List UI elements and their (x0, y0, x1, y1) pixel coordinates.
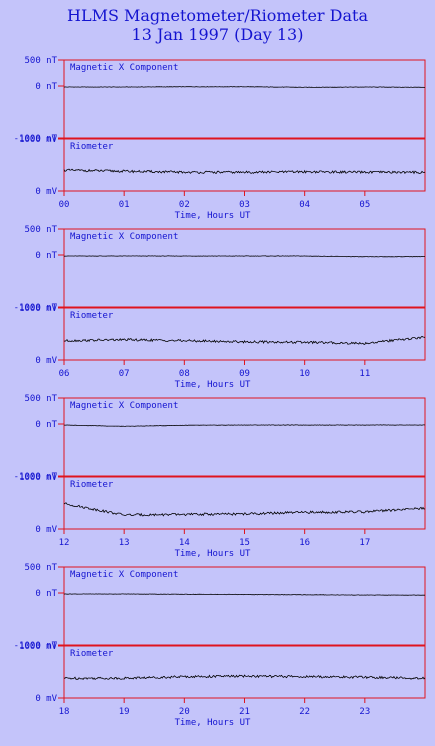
mag-y-tick-label: -1000 nT (14, 303, 58, 313)
x-tick-label: 04 (299, 200, 310, 210)
x-tick-label: 05 (359, 200, 370, 210)
x-tick-label: 19 (119, 707, 130, 717)
mag-y-tick-label: -1000 nT (14, 641, 58, 651)
rio-series-line (63, 168, 426, 175)
chart-subtitle: 13 Jan 1997 (Day 13) (131, 25, 304, 44)
x-tick-label: 01 (119, 200, 130, 210)
rio-y-tick-label: 0 mV (35, 694, 57, 704)
mag-y-tick-label: 0 nT (35, 420, 57, 430)
mag-y-tick-label: 500 nT (24, 225, 57, 235)
x-tick-label: 09 (239, 369, 250, 379)
x-tick-label: 23 (359, 707, 370, 717)
mag-panel-label: Magnetic X Component (70, 401, 178, 411)
rio-series-line (63, 335, 426, 345)
rio-panel-frame (63, 645, 426, 699)
x-tick-label: 13 (119, 538, 130, 548)
mag-series-line (63, 86, 425, 88)
x-tick-label: 00 (59, 200, 70, 210)
mag-panel-frame (63, 397, 426, 477)
rio-y-tick-label: 1000 mV (19, 135, 58, 145)
rio-panel-label: Riometer (70, 142, 114, 152)
mag-y-tick-label: 0 nT (35, 82, 57, 92)
x-axis-label: Time, Hours UT (175, 211, 251, 221)
rio-panel-label: Riometer (70, 480, 114, 490)
x-tick-label: 03 (239, 200, 250, 210)
x-tick-label: 11 (359, 369, 370, 379)
x-tick-label: 14 (179, 538, 190, 548)
x-tick-label: 22 (299, 707, 310, 717)
x-tick-label: 02 (179, 200, 190, 210)
mag-series-line (64, 424, 426, 427)
rio-y-tick-label: 0 mV (35, 356, 57, 366)
mag-panel-label: Magnetic X Component (70, 570, 178, 580)
rio-y-tick-label: 1000 mV (19, 304, 58, 314)
mag-y-tick-label: 500 nT (24, 56, 57, 66)
mag-panel-label: Magnetic X Component (70, 63, 178, 73)
x-tick-label: 17 (359, 538, 370, 548)
rio-y-tick-label: 1000 mV (19, 642, 58, 652)
mag-y-tick-label: -1000 nT (14, 472, 58, 482)
x-axis-label: Time, Hours UT (175, 549, 251, 559)
x-tick-label: 21 (239, 707, 250, 717)
rio-panel-frame (63, 307, 426, 361)
rio-panel-frame (63, 138, 426, 192)
chart-title: HLMS Magnetometer/Riometer Data (67, 6, 368, 25)
mag-y-tick-label: -1000 nT (14, 134, 58, 144)
mag-panel-frame (63, 228, 426, 308)
x-tick-label: 12 (59, 538, 70, 548)
mag-series-line (63, 593, 425, 596)
rio-y-tick-label: 0 mV (35, 187, 57, 197)
x-axis-label: Time, Hours UT (175, 380, 251, 390)
rio-panel-label: Riometer (70, 311, 114, 321)
rio-y-tick-label: 1000 mV (19, 473, 58, 483)
rio-y-tick-label: 0 mV (35, 525, 57, 535)
rio-series-line (64, 674, 426, 680)
rio-series-line (63, 502, 426, 517)
mag-panel-frame (63, 59, 426, 139)
x-tick-label: 06 (59, 369, 70, 379)
mag-y-tick-label: 0 nT (35, 251, 57, 261)
mag-panel-frame (63, 566, 426, 646)
x-tick-label: 07 (119, 369, 130, 379)
mag-y-tick-label: 500 nT (24, 563, 57, 573)
x-tick-label: 16 (299, 538, 310, 548)
mag-series-line (64, 255, 425, 258)
x-tick-label: 15 (239, 538, 250, 548)
x-tick-label: 18 (59, 707, 70, 717)
x-tick-label: 20 (179, 707, 190, 717)
mag-y-tick-label: 500 nT (24, 394, 57, 404)
x-axis-label: Time, Hours UT (175, 718, 251, 728)
rio-panel-label: Riometer (70, 649, 114, 659)
mag-panel-label: Magnetic X Component (70, 232, 178, 242)
mag-y-tick-label: 0 nT (35, 589, 57, 599)
x-tick-label: 08 (179, 369, 190, 379)
rio-panel-frame (63, 476, 426, 530)
x-tick-label: 10 (299, 369, 310, 379)
